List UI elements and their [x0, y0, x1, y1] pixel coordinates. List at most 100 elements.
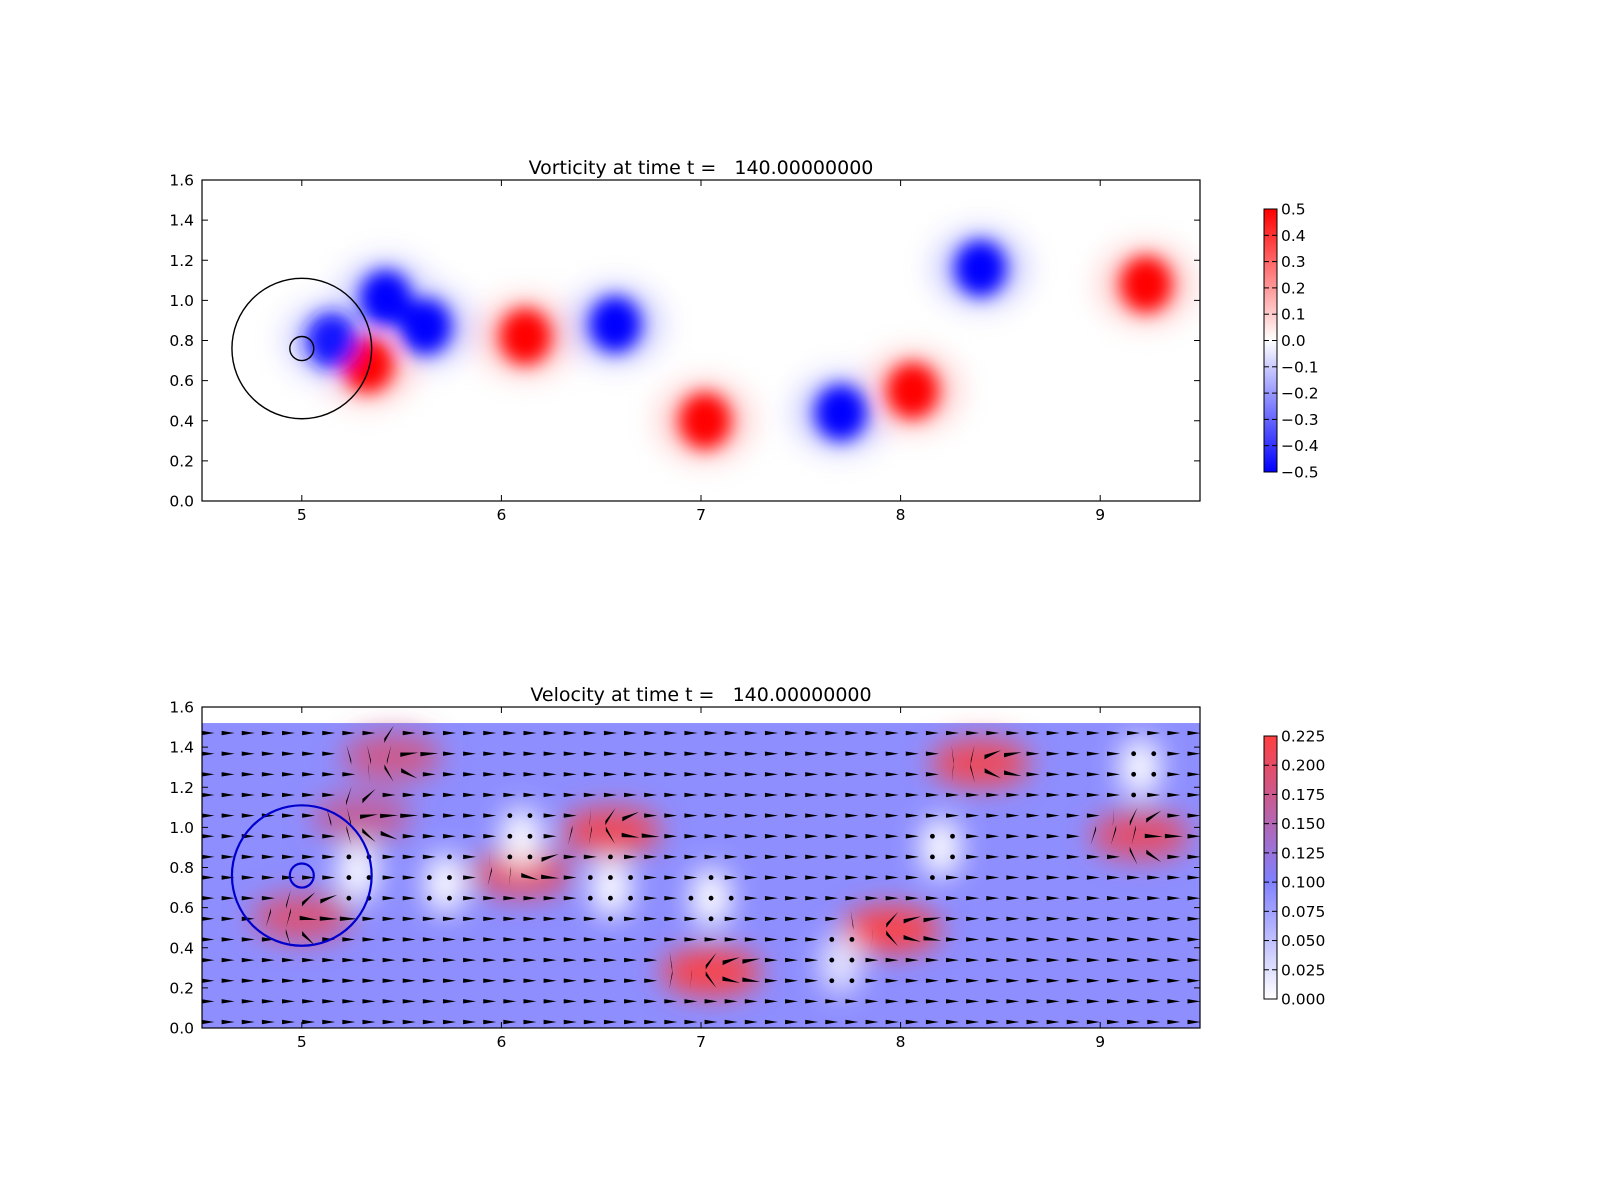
quiver-arrow	[986, 895, 1000, 901]
quiver-arrow	[825, 730, 839, 736]
quiver-dot	[950, 854, 955, 860]
quiver-arrow	[724, 937, 738, 942]
vortex-core	[305, 312, 358, 369]
vorticity-colorbar-tick-label: −0.3	[1281, 411, 1319, 429]
quiver-dot	[1151, 771, 1157, 777]
quiver-arrow	[221, 792, 235, 798]
quiver-arrow	[483, 792, 497, 798]
quiver-arrow	[865, 999, 879, 1004]
quiver-arrow	[386, 744, 392, 765]
quiver-arrow	[1127, 875, 1141, 880]
quiver-arrow	[1167, 895, 1181, 901]
velocity-colorbar-ticks: 0.225 0.200 0.175 0.150 0.125 0.100 0.075 0.050…	[1264, 728, 1325, 1009]
quiver-arrow	[1066, 834, 1080, 839]
quiver-arrow	[1187, 957, 1200, 963]
quiver-arrow	[483, 813, 497, 818]
quiver-arrow	[1026, 999, 1040, 1004]
quiver-dot	[346, 895, 352, 901]
quiver-arrow	[764, 792, 778, 798]
quiver-arrow	[664, 999, 678, 1004]
quiver-arrow	[986, 834, 1000, 839]
velocity-ytick-label: 1.0	[169, 819, 194, 837]
quiver-arrow	[1167, 772, 1181, 777]
vorticity-panel: Vorticity at time t = 140.00000000 5 6 7 8 9…	[169, 157, 1318, 524]
quiver-arrow	[785, 937, 799, 942]
quiver-arrow	[966, 978, 980, 983]
quiver-arrow	[563, 772, 577, 777]
quiver-arrow	[805, 978, 819, 983]
quiver-arrow	[339, 916, 358, 921]
quiver-arrow	[624, 957, 638, 963]
quiver-arrow	[764, 875, 778, 880]
quiver-arrow	[986, 1019, 1000, 1025]
quiver-arrow	[342, 999, 356, 1004]
quiver-arrow	[221, 751, 235, 756]
quiver-arrow	[946, 937, 960, 942]
quiver-arrow	[382, 916, 396, 922]
quiver-arrow	[589, 806, 591, 827]
fast-region	[1090, 811, 1191, 860]
quiver-arrow	[543, 730, 557, 736]
quiver-arrow	[764, 751, 778, 756]
quiver-arrow	[503, 792, 517, 798]
quiver-arrow	[1167, 751, 1181, 756]
quiver-arrow	[946, 916, 960, 922]
quiver-arrow	[1046, 957, 1060, 963]
quiver-arrow	[1167, 999, 1181, 1004]
vorticity-overlay	[231, 277, 373, 420]
quiver-arrow	[563, 730, 577, 736]
quiver-arrow	[221, 1019, 235, 1025]
quiver-arrow	[402, 834, 416, 839]
quiver-arrow	[785, 957, 799, 963]
quiver-arrow	[785, 895, 799, 901]
quiver-arrow	[503, 751, 517, 756]
quiver-arrow	[362, 788, 376, 804]
quiver-arrow	[925, 751, 939, 756]
quiver-arrow	[624, 937, 638, 942]
quiver-arrow	[664, 895, 678, 901]
vorticity-xtick-label: 6	[496, 506, 506, 524]
quiver-dot	[426, 875, 432, 880]
quiver-arrow	[724, 999, 738, 1004]
velocity-colorbar-tick-label: 0.025	[1281, 961, 1325, 979]
vorticity-field	[283, 228, 1195, 461]
quiver-arrow	[342, 978, 356, 983]
quiver-arrow	[322, 772, 336, 777]
quiver-arrow	[1066, 875, 1080, 880]
quiver-dot	[1131, 751, 1137, 757]
quiver-dot	[447, 875, 452, 880]
quiver-arrow	[463, 916, 477, 922]
quiver-arrow	[1086, 999, 1100, 1004]
quiver-arrow	[624, 772, 638, 777]
quiver-arrow	[261, 834, 275, 839]
quiver-arrow	[523, 772, 537, 777]
quiver-arrow	[966, 813, 980, 818]
quiver-arrow	[903, 916, 921, 924]
quiver-arrow	[503, 999, 517, 1004]
quiver-arrow	[1164, 833, 1183, 839]
quiver-arrow	[825, 875, 839, 880]
quiver-dot	[930, 854, 935, 860]
quiver-arrow	[402, 895, 416, 901]
vortex-core	[359, 270, 412, 327]
quiver-arrow	[845, 813, 859, 818]
quiver-arrow	[684, 751, 698, 756]
quiver-arrow	[1006, 895, 1020, 901]
vortex-core	[1120, 256, 1173, 313]
quiver-arrow	[442, 916, 456, 922]
quiver-arrow	[1127, 978, 1141, 983]
quiver-arrow	[442, 999, 456, 1004]
quiver-arrow	[523, 978, 537, 983]
quiver-arrow	[845, 1019, 859, 1025]
quiver-arrow	[805, 875, 819, 880]
quiver-arrow	[503, 978, 517, 983]
quiver-arrow	[563, 1019, 577, 1025]
quiver-arrow	[281, 751, 295, 756]
quiver-arrow	[286, 889, 291, 910]
quiver-arrow	[724, 792, 738, 798]
quiver-arrow	[641, 833, 660, 838]
velocity-xtick-label: 7	[696, 1033, 706, 1051]
quiver-arrow	[483, 999, 497, 1004]
quiver-arrow	[261, 1019, 275, 1025]
velocity-colorbar-tick-label: 0.150	[1281, 815, 1325, 833]
